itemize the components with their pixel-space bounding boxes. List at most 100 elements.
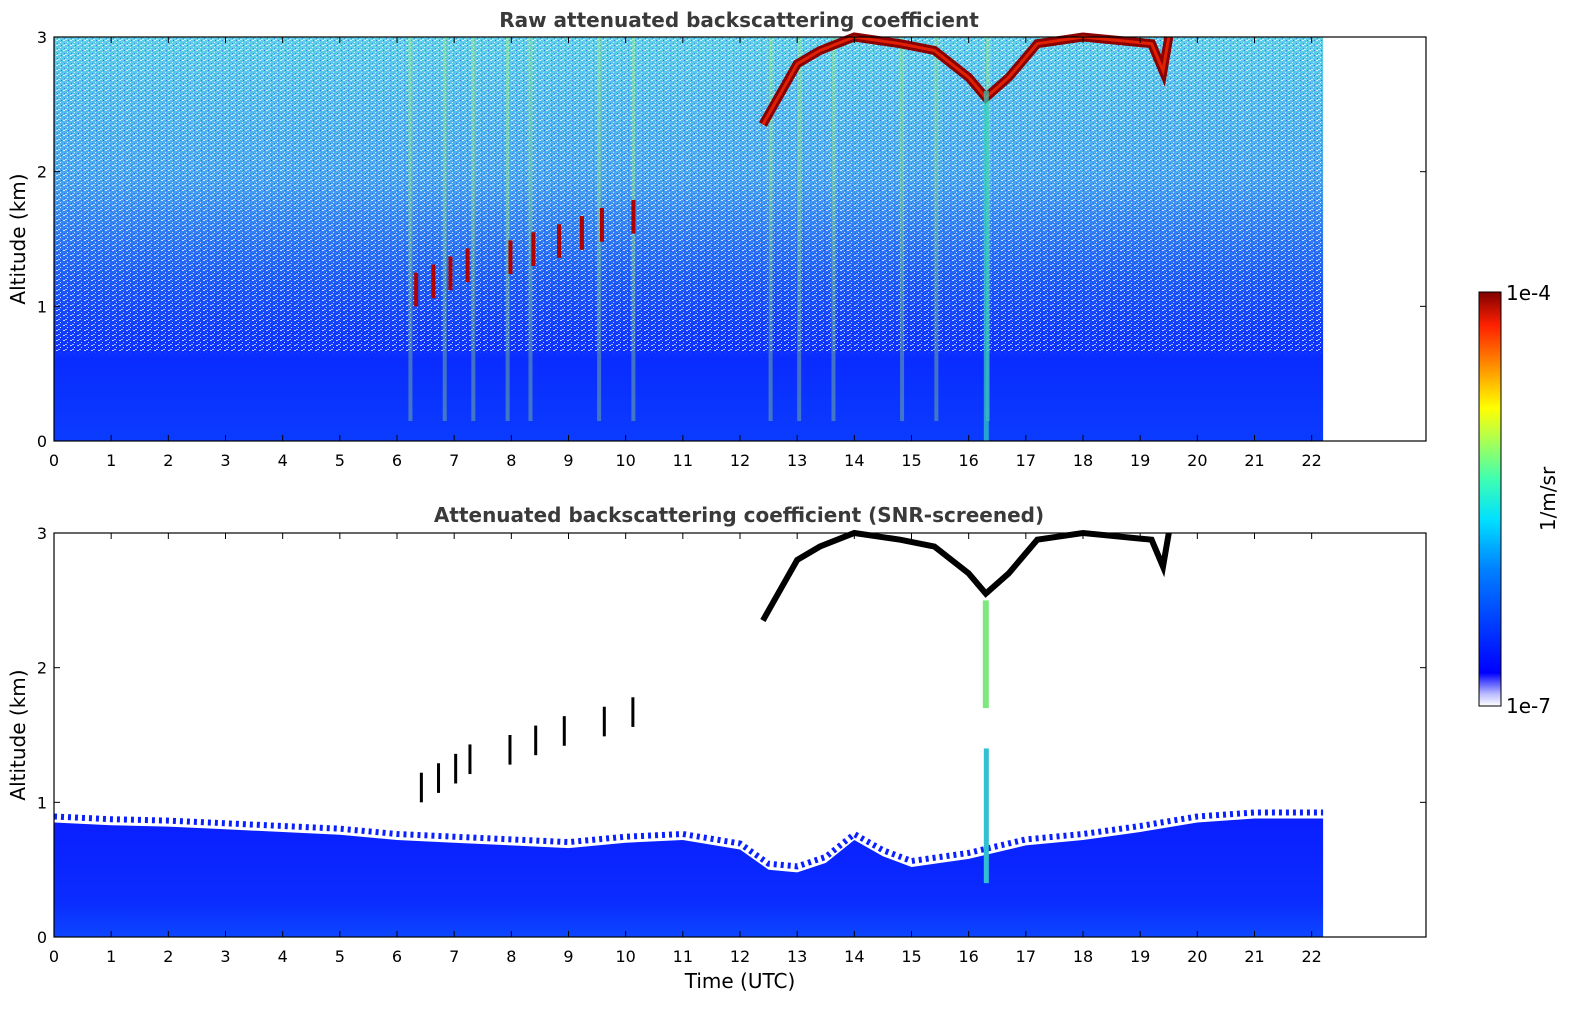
heatmap-image — [54, 32, 1324, 441]
cloud-fragment — [557, 224, 562, 258]
x-tick-label: 10 — [615, 947, 635, 966]
x-tick-label: 4 — [278, 947, 288, 966]
y-tick-label: 3 — [37, 28, 47, 47]
x-tick-label: 21 — [1244, 947, 1264, 966]
signal-streak — [408, 37, 413, 421]
cloud-fragment — [562, 716, 566, 746]
x-tick-label: 8 — [506, 451, 516, 470]
cloud-fragment — [631, 199, 636, 234]
cloud-fragment — [508, 735, 512, 765]
cloud-fragment — [534, 725, 538, 756]
x-tick-label: 3 — [220, 947, 230, 966]
precipitation-streak — [983, 90, 989, 441]
chart-title: Raw attenuated backscattering coefficien… — [499, 8, 979, 32]
x-tick-label: 5 — [335, 947, 345, 966]
x-tick-label: 0 — [49, 947, 59, 966]
cloud-layer — [760, 529, 1172, 622]
x-tick-label: 21 — [1244, 451, 1264, 470]
x-tick-label: 6 — [392, 451, 402, 470]
cloud-fragment — [631, 697, 635, 727]
x-tick-label: 11 — [673, 947, 693, 966]
cloud-fragment — [454, 753, 458, 784]
x-tick-label: 1 — [106, 451, 116, 470]
x-tick-label: 17 — [1016, 451, 1036, 470]
precipitation-streak — [982, 600, 989, 709]
x-tick-label: 8 — [506, 947, 516, 966]
y-tick-label: 2 — [37, 163, 47, 182]
colorbar: 1e-4 1e-7 1/m/sr — [1478, 281, 1560, 718]
cloud-fragment — [437, 763, 441, 793]
chart-title: Attenuated backscattering coefficient (S… — [434, 503, 1044, 527]
y-tick-label: 0 — [37, 432, 47, 451]
x-tick-label: 3 — [220, 451, 230, 470]
colorbar-gradient — [1478, 291, 1502, 707]
x-tick-label: 15 — [901, 451, 921, 470]
x-tick-label: 20 — [1187, 947, 1207, 966]
x-tick-label: 2 — [163, 451, 173, 470]
x-tick-label: 19 — [1130, 451, 1150, 470]
x-tick-label: 11 — [673, 451, 693, 470]
cloud-layer-core — [761, 35, 1171, 126]
x-tick-label: 1 — [106, 947, 116, 966]
y-tick-label: 1 — [37, 297, 47, 316]
x-tick-label: 4 — [278, 451, 288, 470]
x-tick-label: 19 — [1130, 947, 1150, 966]
x-tick-label: 10 — [615, 451, 635, 470]
y-tick-label: 2 — [37, 659, 47, 678]
x-axis-label: Time (UTC) — [684, 969, 796, 993]
signal-streak — [768, 37, 773, 421]
x-tick-label: 16 — [958, 947, 978, 966]
boundary-layer — [54, 818, 1324, 937]
x-tick-label: 0 — [49, 451, 59, 470]
x-tick-label: 2 — [163, 947, 173, 966]
cloud-fragment — [414, 272, 419, 307]
x-tick-label: 20 — [1187, 451, 1207, 470]
colorbar-max-label: 1e-4 — [1506, 281, 1551, 305]
boundary-layer-edge — [53, 809, 1324, 870]
y-axis: 0 1 2 3 — [37, 524, 1426, 947]
x-tick-label: 22 — [1301, 947, 1321, 966]
signal-streak — [797, 37, 802, 421]
signal-streak — [597, 37, 602, 421]
x-tick-label: 16 — [958, 451, 978, 470]
x-tick-label: 13 — [787, 451, 807, 470]
x-tick-label: 12 — [730, 947, 750, 966]
x-tick-label: 17 — [1016, 947, 1036, 966]
y-tick-label: 1 — [37, 793, 47, 812]
y-tick-label: 0 — [37, 928, 47, 947]
y-axis: 0 1 2 3 — [37, 28, 1426, 451]
signal-streak — [528, 37, 533, 421]
cloud-fragment — [602, 706, 606, 737]
bottom-panel: Attenuated backscattering coefficient (S… — [6, 503, 1427, 993]
x-tick-label: 7 — [449, 451, 459, 470]
x-tick-label: 9 — [563, 451, 573, 470]
x-tick-label: 14 — [844, 451, 864, 470]
x-axis: 0 1 2 3 4 5 6 7 8 9 10 11 12 13 14 15 16 17 18 19 20 21 22 — [49, 37, 1322, 470]
colorbar-unit-label: 1/m/sr — [1536, 466, 1560, 531]
x-tick-label: 18 — [1073, 947, 1093, 966]
cloud-fragment — [531, 232, 536, 266]
cloud-fragment — [431, 264, 436, 299]
y-tick-label: 3 — [37, 524, 47, 543]
x-axis: 0 1 2 3 4 5 6 7 8 9 10 11 12 13 14 15 16 17 18 19 20 21 22 — [49, 533, 1322, 966]
cloud-fragment — [465, 248, 470, 283]
signal-streak — [831, 37, 836, 421]
x-tick-label: 22 — [1301, 451, 1321, 470]
signal-streak — [934, 37, 939, 421]
x-tick-label: 13 — [787, 947, 807, 966]
cloud-fragment — [508, 240, 513, 275]
signal-streak — [471, 37, 476, 421]
signal-streak — [442, 37, 447, 421]
y-axis-label: Altitude (km) — [6, 669, 30, 800]
top-panel: Raw attenuated backscattering coefficien… — [6, 8, 1427, 470]
precipitation-streak — [983, 748, 989, 884]
x-tick-label: 15 — [901, 947, 921, 966]
colorbar-min-label: 1e-7 — [1506, 694, 1551, 718]
x-tick-label: 5 — [335, 451, 345, 470]
cloud-fragment — [599, 208, 604, 242]
signal-streak — [900, 37, 905, 421]
x-tick-label: 7 — [449, 947, 459, 966]
x-tick-label: 18 — [1073, 451, 1093, 470]
heatmap-image — [53, 529, 1324, 937]
